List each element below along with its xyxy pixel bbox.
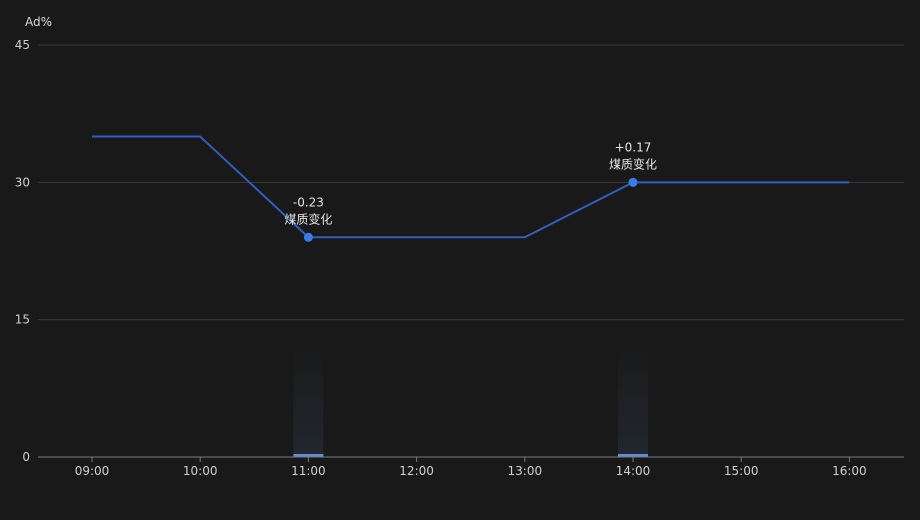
x-tick-label: 13:00 (508, 464, 543, 478)
x-tick-label: 11:00 (291, 464, 326, 478)
event-highlights (293, 340, 648, 457)
y-tick-label: 15 (15, 313, 30, 327)
event-highlight-bar (293, 340, 324, 457)
event-delta-label: -0.23 (293, 195, 324, 209)
event-point (628, 177, 638, 187)
x-tick-label: 09:00 (75, 464, 110, 478)
series (92, 135, 850, 242)
y-axis-label: Ad% (25, 15, 52, 29)
event-point (303, 232, 313, 242)
x-tick-label: 14:00 (616, 464, 651, 478)
x-tick-label: 10:00 (183, 464, 218, 478)
axes: 0 15 30 45 Ad% 09:00 10:00 11:00 12:00 13:00 14:00… (15, 15, 904, 478)
event-type-label: 煤质变化 (609, 156, 657, 171)
event-highlight-bar (618, 340, 648, 457)
event-marker-bar (618, 454, 648, 457)
x-tick-label: 16:00 (832, 464, 867, 478)
x-tick-label: 12:00 (399, 464, 434, 478)
y-tick-label: 45 (15, 38, 30, 52)
event-marker-bar (293, 454, 324, 457)
y-tick-label: 0 (22, 450, 30, 464)
y-tick-label: 30 (15, 175, 30, 189)
labels: -0.23 煤质变化 +0.17 煤质变化 (284, 140, 657, 226)
event-type-label: 煤质变化 (284, 211, 332, 226)
series-line (92, 135, 850, 239)
event-delta-label: +0.17 (615, 140, 652, 154)
x-tick-label: 15:00 (724, 464, 759, 478)
